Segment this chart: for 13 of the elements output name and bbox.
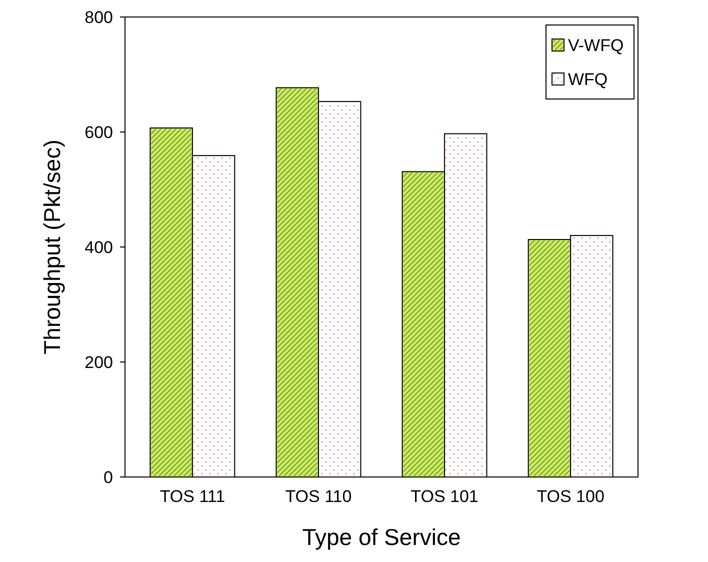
y-tick-label: 400 [84,238,113,257]
x-tick-label: TOS 110 [285,487,352,506]
x-tick-label: TOS 111 [160,487,226,506]
y-tick-label: 0 [104,468,113,487]
legend-label: WFQ [568,70,608,89]
legend-label: V-WFQ [568,36,624,55]
y-axis-title: Throughput (Pkt/sec) [39,140,65,354]
x-axis-title: Type of Service [302,524,461,550]
y-tick-label: 800 [84,8,113,27]
y-tick-label: 200 [84,352,113,372]
x-tick-label: TOS 100 [536,487,604,506]
x-tick-label: TOS 101 [410,487,478,506]
y-tick-label: 600 [84,122,113,142]
